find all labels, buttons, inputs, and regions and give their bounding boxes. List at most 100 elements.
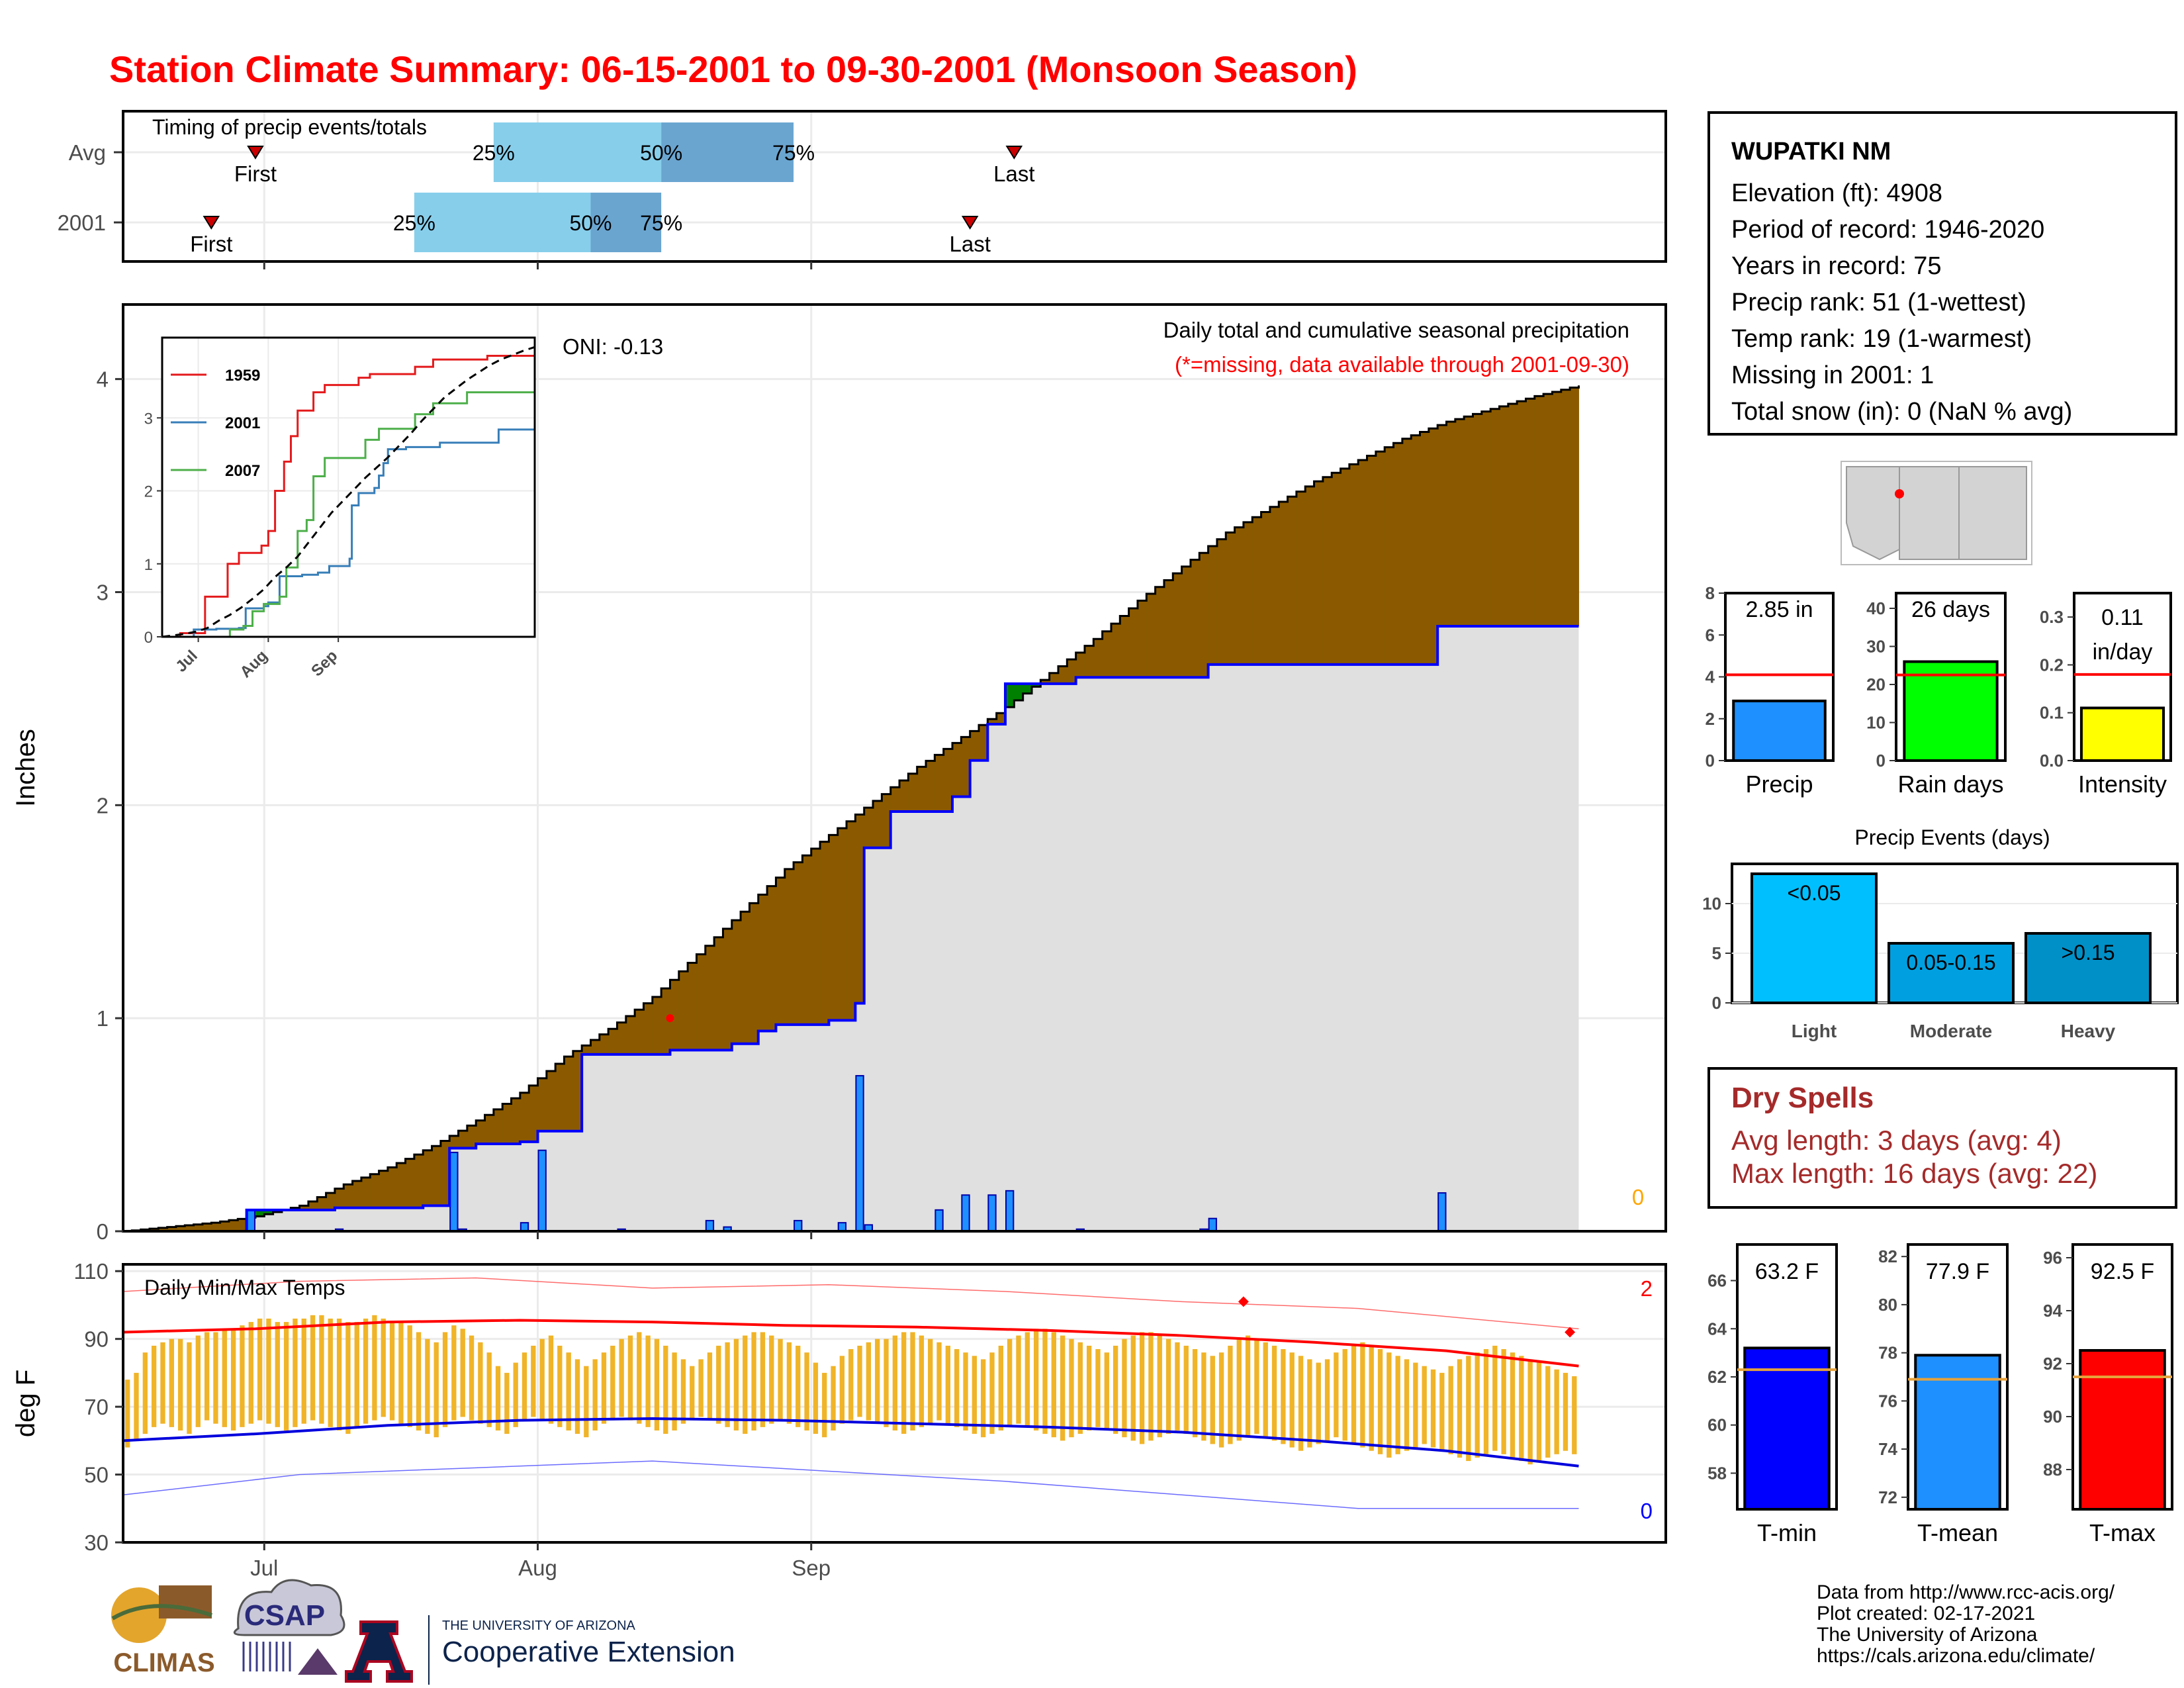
daily-temp-bar bbox=[363, 1318, 369, 1424]
precip-deficit-surplus-segment bbox=[1137, 600, 1147, 678]
location-map bbox=[1841, 461, 2032, 565]
precip-deficit-surplus-segment bbox=[705, 945, 715, 1051]
temp-summary-y-tick-label: 66 bbox=[1707, 1271, 1727, 1291]
precip-deficit-surplus-segment bbox=[1279, 502, 1289, 665]
timing-first-label: First bbox=[234, 162, 277, 186]
daily-precip-bar bbox=[537, 1149, 547, 1233]
daily-temp-bar bbox=[919, 1335, 925, 1427]
precip-deficit-surplus-segment bbox=[1499, 406, 1509, 626]
station-temp-rank: Temp rank: 19 (1-warmest) bbox=[1731, 325, 2032, 353]
missing-day-marker bbox=[666, 1014, 674, 1023]
daily-temp-bar bbox=[204, 1332, 210, 1421]
precip-summary-bar bbox=[1903, 660, 1999, 762]
daily-temp-bar bbox=[936, 1342, 942, 1421]
precip-deficit-surplus-segment bbox=[1473, 414, 1482, 626]
precip-deficit-surplus-segment bbox=[723, 928, 733, 1051]
precip-deficit-surplus-segment bbox=[299, 1205, 309, 1210]
daily-temp-bar bbox=[954, 1349, 960, 1427]
daily-temp-bar bbox=[319, 1315, 324, 1424]
daily-temp-bar bbox=[672, 1352, 677, 1430]
daily-temp-bar bbox=[680, 1359, 686, 1424]
temp-summary-value-label: 77.9 F bbox=[1926, 1259, 1989, 1284]
observed-area bbox=[123, 626, 1579, 1231]
timing-frame bbox=[122, 110, 1667, 263]
precip-deficit-surplus-segment bbox=[158, 1227, 168, 1231]
daily-temp-bar bbox=[875, 1338, 880, 1424]
daily-temp-bar bbox=[998, 1345, 1003, 1430]
daily-temp-bar bbox=[548, 1335, 554, 1424]
station-years: Years in record: 75 bbox=[1731, 252, 1942, 280]
precip-deficit-surplus-segment bbox=[1234, 527, 1244, 665]
precip-deficit-surplus-segment bbox=[1155, 586, 1165, 678]
daily-temp-bar bbox=[240, 1325, 245, 1427]
precip-deficit-surplus-segment bbox=[1120, 616, 1130, 678]
daily-temp-bar bbox=[743, 1335, 748, 1434]
daily-temp-bar bbox=[1254, 1338, 1259, 1434]
precip-summary-y-tick-label: 40 bbox=[1866, 598, 1886, 618]
precip-deficit-surplus-segment bbox=[829, 835, 839, 1021]
daily-temp-bar bbox=[336, 1318, 342, 1430]
timing-p25-label: 25% bbox=[393, 211, 435, 235]
daily-temp-bar bbox=[125, 1380, 130, 1448]
precip-summary-y-tick-label: 0 bbox=[1706, 751, 1715, 771]
daily-temp-bar bbox=[1228, 1345, 1233, 1444]
precip-summary-category: Precip bbox=[1745, 771, 1813, 798]
inset-legend-label: 1959 bbox=[225, 367, 260, 385]
precip-summary-y-tick-label: 6 bbox=[1706, 625, 1715, 645]
precip-deficit-surplus-segment bbox=[996, 713, 1006, 725]
precip-deficit-surplus-segment bbox=[1181, 566, 1191, 678]
precip-deficit-surplus-segment bbox=[1349, 464, 1359, 665]
inset-legend-label: 2007 bbox=[225, 462, 260, 480]
daily-temp-bar bbox=[354, 1322, 359, 1427]
precip-deficit-surplus-segment bbox=[211, 1223, 221, 1231]
record-hit-marker bbox=[1565, 1327, 1576, 1338]
precip-deficit-surplus-segment bbox=[652, 996, 662, 1055]
daily-temp-bar bbox=[1281, 1349, 1286, 1444]
precip-deficit-surplus-segment bbox=[1023, 683, 1032, 694]
oni-label: ONI: -0.13 bbox=[563, 334, 663, 359]
daily-temp-bar bbox=[1210, 1356, 1215, 1444]
daily-temp-bar bbox=[892, 1335, 898, 1430]
precip-deficit-surplus-segment bbox=[370, 1174, 380, 1208]
precip-deficit-surplus-segment bbox=[643, 1003, 653, 1055]
precip-deficit-surplus-segment bbox=[696, 954, 706, 1051]
precip-events-bar bbox=[2025, 932, 2152, 1004]
daily-temp-bar bbox=[416, 1332, 422, 1430]
daily-temp-bar bbox=[1245, 1335, 1251, 1438]
daily-precip-bar bbox=[961, 1194, 970, 1232]
temp-summary-y-tick-label: 82 bbox=[1878, 1246, 1897, 1266]
timing-first-marker bbox=[203, 216, 220, 230]
daily-temp-bar bbox=[857, 1345, 862, 1417]
precip-deficit-surplus-segment bbox=[846, 821, 856, 1021]
precip-events-category: Heavy bbox=[2061, 1021, 2116, 1041]
timing-p50-label: 50% bbox=[569, 211, 612, 235]
precip-deficit-surplus-segment bbox=[423, 1150, 433, 1206]
precip-deficit-surplus-segment bbox=[467, 1125, 477, 1149]
precip-deficit-surplus-segment bbox=[238, 1219, 248, 1231]
credit-line: Plot created: 02-17-2021 bbox=[1817, 1603, 2036, 1624]
precip-deficit-surplus-segment bbox=[582, 1045, 591, 1055]
daily-temp-bar bbox=[1501, 1349, 1506, 1454]
daily-temp-bar bbox=[372, 1315, 377, 1421]
daily-temp-bar bbox=[716, 1345, 721, 1424]
temp-summary-y-tick-label: 58 bbox=[1707, 1463, 1727, 1483]
temp-summary-value-label: 92.5 F bbox=[2091, 1259, 2154, 1284]
precip-deficit-surplus-segment bbox=[767, 886, 776, 1031]
timing-p25-label: 25% bbox=[473, 141, 515, 165]
daily-temp-bar bbox=[1527, 1359, 1533, 1465]
daily-temp-bar bbox=[345, 1322, 351, 1434]
precip-deficit-surplus-segment bbox=[678, 971, 688, 1051]
daily-temp-bar bbox=[1218, 1352, 1224, 1448]
observed-cumulative-line bbox=[123, 624, 1579, 1233]
daily-temp-bar bbox=[407, 1325, 412, 1427]
daily-temp-bar bbox=[1351, 1345, 1357, 1444]
daily-temp-bar bbox=[778, 1338, 783, 1421]
station-precip-rank: Precip rank: 51 (1-wettest) bbox=[1731, 289, 2026, 316]
daily-temp-bar bbox=[460, 1329, 465, 1417]
daily-temp-bar bbox=[257, 1318, 263, 1421]
daily-precip-bar bbox=[855, 1075, 864, 1233]
daily-temp-bar bbox=[1492, 1345, 1498, 1451]
precip-summary-y-tick-label: 0.0 bbox=[2040, 751, 2064, 771]
precip-deficit-surplus-segment bbox=[890, 787, 900, 812]
precip-deficit-surplus-segment bbox=[352, 1181, 362, 1208]
